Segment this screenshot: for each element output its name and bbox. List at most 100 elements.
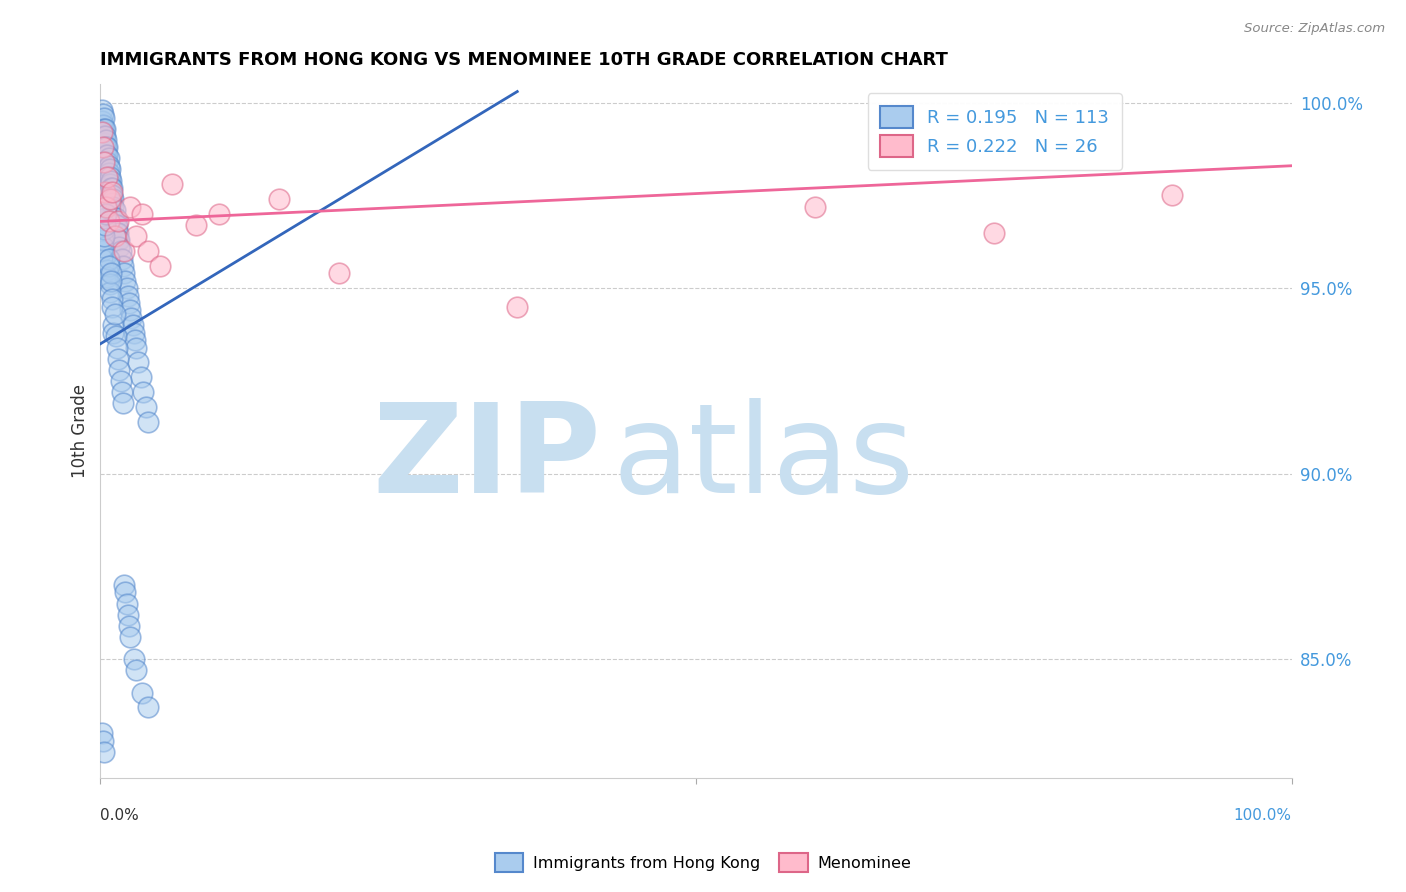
Point [100, 266, 122, 280]
Point [506, 300, 529, 314]
Point [93, 229, 115, 244]
Point [90, 121, 112, 136]
Point [93, 111, 115, 125]
Point [96, 262, 118, 277]
Point [94, 147, 117, 161]
Point [91, 734, 114, 748]
Point [96, 133, 118, 147]
Point [111, 252, 134, 266]
Legend: R = 0.195   N = 113, R = 0.222   N = 26: R = 0.195 N = 113, R = 0.222 N = 26 [868, 93, 1122, 169]
Point [94, 129, 117, 144]
Point [91, 240, 114, 254]
Point [94, 185, 117, 199]
Point [94, 211, 117, 225]
Point [97, 151, 120, 165]
Point [107, 214, 129, 228]
Point [114, 274, 136, 288]
Point [122, 326, 145, 340]
Point [121, 318, 143, 333]
Point [104, 211, 127, 225]
Point [104, 307, 127, 321]
Point [98, 178, 121, 192]
Point [96, 200, 118, 214]
Point [118, 296, 141, 310]
Point [983, 226, 1005, 240]
Point [98, 277, 121, 292]
Point [110, 244, 132, 258]
Text: ZIP: ZIP [373, 398, 600, 519]
Point [96, 155, 118, 169]
Point [115, 597, 138, 611]
Point [117, 607, 139, 622]
Point [1161, 188, 1184, 202]
Point [120, 200, 142, 214]
Point [104, 329, 127, 343]
Text: 0.0%: 0.0% [100, 808, 139, 823]
Point [93, 151, 115, 165]
Point [184, 218, 207, 232]
Point [91, 233, 114, 247]
Point [91, 125, 114, 139]
Point [112, 244, 135, 258]
Point [94, 218, 117, 232]
Point [129, 370, 152, 384]
Point [136, 244, 159, 258]
Point [125, 229, 148, 244]
Point [118, 619, 141, 633]
Point [101, 185, 124, 199]
Point [105, 341, 128, 355]
Text: Source: ZipAtlas.com: Source: ZipAtlas.com [1244, 22, 1385, 36]
Point [96, 162, 118, 177]
Point [96, 169, 118, 184]
Point [135, 400, 157, 414]
Point [97, 252, 120, 266]
Point [160, 178, 183, 192]
Point [97, 214, 120, 228]
Point [105, 226, 128, 240]
Point [101, 188, 124, 202]
Point [96, 162, 118, 177]
Point [111, 385, 134, 400]
Point [131, 685, 153, 699]
Point [104, 218, 127, 232]
Point [112, 578, 135, 592]
Point [94, 140, 117, 154]
Point [96, 147, 118, 161]
Legend: Immigrants from Hong Kong, Menominee: Immigrants from Hong Kong, Menominee [486, 845, 920, 880]
Point [90, 103, 112, 117]
Point [125, 663, 148, 677]
Point [100, 181, 122, 195]
Point [97, 159, 120, 173]
Point [103, 326, 125, 340]
Point [90, 125, 112, 139]
Point [103, 318, 125, 333]
Point [97, 259, 120, 273]
Point [104, 211, 127, 225]
Point [107, 226, 129, 240]
Point [103, 200, 125, 214]
Point [101, 195, 124, 210]
Point [136, 415, 159, 429]
Point [111, 259, 134, 273]
Point [100, 188, 122, 202]
Point [804, 200, 827, 214]
Point [107, 351, 129, 366]
Point [108, 240, 131, 254]
Point [96, 155, 118, 169]
Point [107, 233, 129, 247]
Point [111, 396, 134, 410]
Point [93, 144, 115, 158]
Point [124, 333, 146, 347]
Point [110, 374, 132, 388]
Point [114, 585, 136, 599]
Point [131, 207, 153, 221]
Point [115, 281, 138, 295]
Point [97, 166, 120, 180]
Point [90, 252, 112, 266]
Point [101, 300, 124, 314]
Text: atlas: atlas [613, 398, 915, 519]
Point [120, 630, 142, 644]
Point [90, 244, 112, 258]
Y-axis label: 10th Grade: 10th Grade [72, 384, 89, 478]
Point [93, 222, 115, 236]
